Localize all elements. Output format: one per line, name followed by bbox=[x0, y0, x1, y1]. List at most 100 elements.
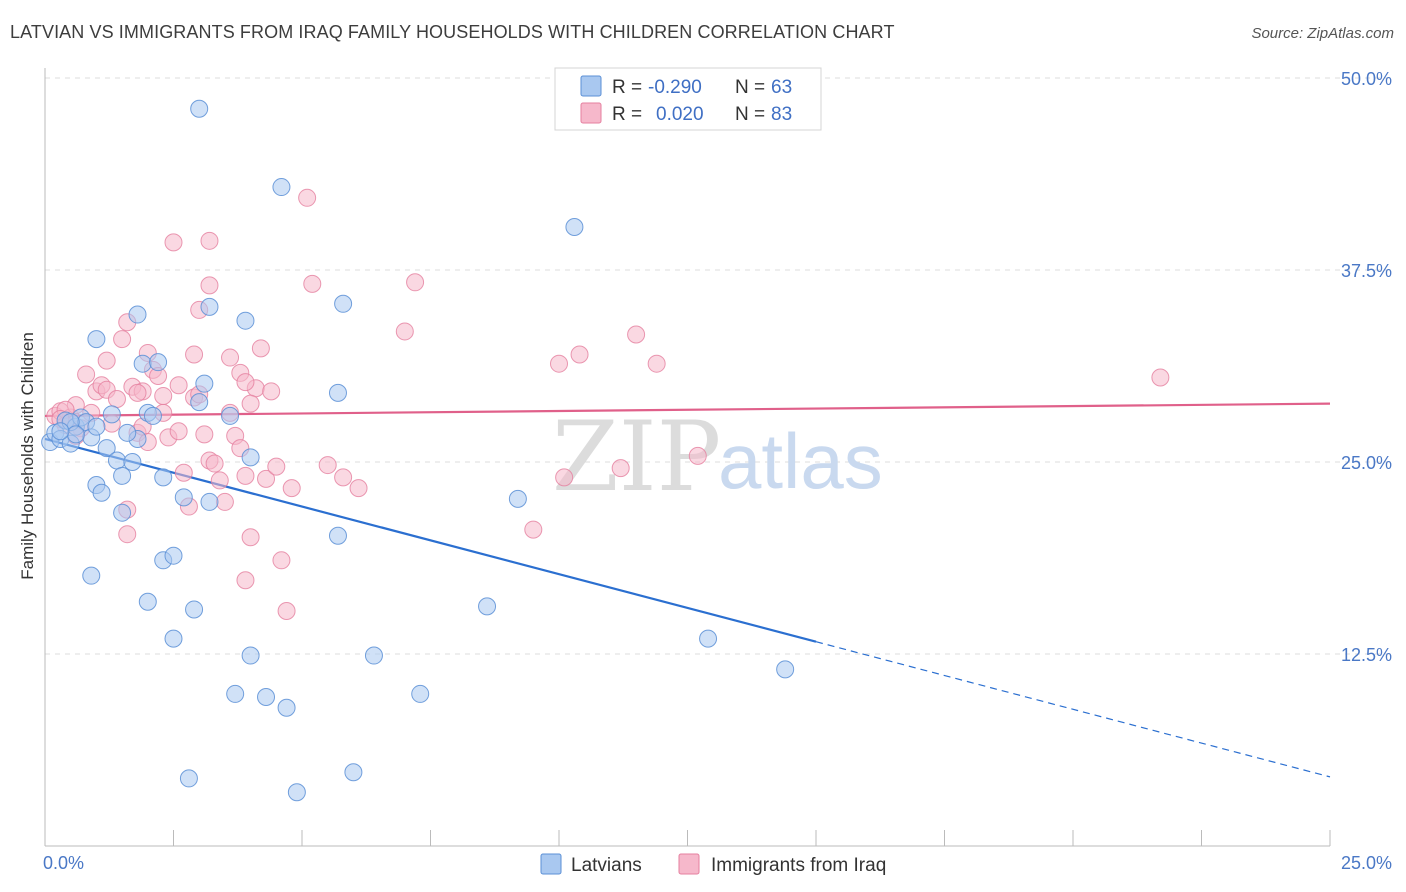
point-iraq bbox=[555, 468, 574, 487]
point-iraq bbox=[272, 551, 291, 570]
point-iraq bbox=[236, 571, 255, 590]
legend-n-label-latvians: N = bbox=[735, 77, 765, 98]
point-latvians bbox=[138, 592, 157, 611]
point-iraq bbox=[262, 382, 281, 401]
point-latvians bbox=[149, 353, 168, 372]
point-latvians bbox=[241, 448, 260, 467]
point-latvians bbox=[179, 769, 198, 788]
point-latvians bbox=[411, 684, 430, 703]
bottom-legend-swatch-latvians bbox=[540, 853, 562, 875]
point-latvians bbox=[257, 688, 276, 707]
point-latvians bbox=[87, 417, 106, 436]
point-latvians bbox=[776, 660, 795, 679]
legend-swatch-iraq bbox=[580, 102, 602, 124]
legend-r-label-iraq: R = bbox=[612, 104, 642, 125]
source-label: Source: ZipAtlas.com bbox=[1251, 25, 1394, 42]
point-iraq bbox=[236, 373, 255, 392]
point-iraq bbox=[318, 456, 337, 475]
x-tick-label-max: 25.0% bbox=[1341, 853, 1392, 873]
point-latvians bbox=[334, 294, 353, 313]
point-latvians bbox=[200, 492, 219, 511]
y-tick-label: 25.0% bbox=[1341, 453, 1392, 473]
point-iraq bbox=[241, 394, 260, 413]
point-iraq bbox=[205, 454, 224, 473]
point-latvians bbox=[87, 330, 106, 349]
legend-n-value-iraq: 83 bbox=[771, 104, 792, 125]
point-iraq bbox=[395, 322, 414, 341]
point-latvians bbox=[82, 566, 101, 585]
point-latvians bbox=[113, 503, 132, 522]
point-iraq bbox=[221, 348, 240, 367]
bottom-legend-label-iraq: Immigrants from Iraq bbox=[711, 855, 886, 876]
point-latvians bbox=[478, 597, 497, 616]
legend-r-label-latvians: R = bbox=[612, 77, 642, 98]
series-legend: Latvians Immigrants from Iraq bbox=[540, 853, 886, 876]
point-latvians bbox=[185, 600, 204, 619]
point-iraq bbox=[688, 446, 707, 465]
point-iraq bbox=[169, 376, 188, 395]
point-iraq bbox=[169, 422, 188, 441]
bottom-legend-label-latvians: Latvians bbox=[571, 855, 642, 876]
point-latvians bbox=[226, 684, 245, 703]
points-latvians bbox=[41, 99, 795, 802]
y-tick-label: 12.5% bbox=[1341, 645, 1392, 665]
y-tick-label: 37.5% bbox=[1341, 261, 1392, 281]
point-iraq bbox=[77, 365, 96, 384]
point-latvians bbox=[174, 488, 193, 507]
point-iraq bbox=[210, 471, 229, 490]
point-iraq bbox=[1151, 368, 1170, 387]
legend-r-value-latvians: -0.290 bbox=[648, 77, 702, 98]
point-iraq bbox=[236, 466, 255, 485]
point-latvians bbox=[143, 406, 162, 425]
point-latvians bbox=[164, 546, 183, 565]
point-latvians bbox=[118, 423, 137, 442]
watermark-atlas: atlas bbox=[718, 417, 883, 505]
point-latvians bbox=[328, 526, 347, 545]
trend-latvians-dashed bbox=[815, 641, 1331, 778]
point-iraq bbox=[195, 425, 214, 444]
point-latvians bbox=[51, 422, 70, 441]
point-iraq bbox=[215, 492, 234, 511]
bottom-legend-swatch-iraq bbox=[678, 853, 700, 875]
point-iraq bbox=[298, 188, 317, 207]
point-iraq bbox=[200, 276, 219, 295]
point-latvians bbox=[123, 453, 142, 471]
point-iraq bbox=[154, 386, 173, 405]
y-tick-label: 50.0% bbox=[1341, 69, 1392, 89]
point-latvians bbox=[272, 178, 291, 197]
y-tick-labels: 50.0% 37.5% 25.0% 12.5% bbox=[1341, 69, 1392, 665]
point-iraq bbox=[118, 525, 137, 544]
point-latvians bbox=[113, 466, 132, 485]
point-latvians bbox=[241, 646, 260, 665]
point-latvians bbox=[164, 629, 183, 648]
point-iraq bbox=[267, 457, 286, 476]
chart-title: LATVIAN VS IMMIGRANTS FROM IRAQ FAMILY H… bbox=[10, 22, 895, 42]
stats-legend: R = -0.290 N = 63 R = 0.020 N = 83 bbox=[554, 67, 822, 131]
gridlines bbox=[45, 77, 1392, 655]
point-iraq bbox=[334, 468, 353, 487]
trend-iraq-solid bbox=[44, 402, 1331, 418]
point-latvians bbox=[364, 646, 383, 665]
trend-line-iraq bbox=[44, 402, 1331, 418]
point-latvians bbox=[154, 468, 173, 487]
legend-r-value-iraq: 0.020 bbox=[656, 104, 704, 125]
point-iraq bbox=[627, 325, 646, 344]
point-iraq bbox=[277, 601, 296, 620]
point-iraq bbox=[107, 390, 126, 409]
point-latvians bbox=[102, 405, 121, 424]
point-iraq bbox=[174, 463, 193, 482]
point-latvians bbox=[287, 783, 306, 802]
point-iraq bbox=[524, 520, 543, 539]
point-iraq bbox=[406, 273, 425, 292]
trend-line-latvians bbox=[44, 437, 1331, 778]
point-iraq bbox=[257, 469, 276, 488]
point-iraq bbox=[282, 479, 301, 498]
point-latvians bbox=[236, 311, 255, 330]
point-iraq bbox=[570, 345, 589, 364]
point-iraq bbox=[200, 231, 219, 250]
point-latvians bbox=[565, 217, 584, 236]
point-iraq bbox=[647, 354, 666, 373]
point-latvians bbox=[195, 374, 214, 393]
point-iraq bbox=[97, 351, 116, 370]
